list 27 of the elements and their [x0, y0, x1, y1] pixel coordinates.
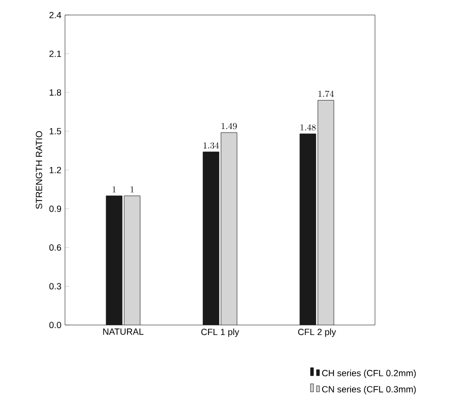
y-tick-label: 2.4	[49, 12, 62, 18]
bar	[202, 152, 220, 325]
legend-label: CH series (CFL 0.2mm)	[322, 370, 416, 378]
bar	[318, 100, 334, 325]
data-label: 1	[130, 186, 134, 192]
data-label: 1 .48	[300, 124, 316, 131]
data-label: 1 .74	[318, 90, 334, 97]
data-label: 1 .49	[222, 122, 237, 130]
bar	[106, 196, 122, 325]
legend-label: CN series (CFL 0.3mm)	[322, 386, 416, 394]
bar	[124, 196, 140, 325]
bar	[300, 134, 316, 325]
x-tick-label: CFL 2 ply	[298, 328, 336, 337]
y-tick-label: 2.1	[49, 50, 62, 57]
x-tick-label: CFL 1 ply	[201, 328, 240, 337]
data-label: 1	[112, 186, 116, 192]
y-axis-title: STRENGTH RATIO	[36, 131, 42, 209]
y-tick-label: 0.0	[49, 322, 62, 328]
y-tick-label: 0.3	[49, 283, 62, 290]
data-label: 1 .34	[204, 142, 219, 149]
y-tick-label: 1.2	[50, 166, 62, 174]
y-tick-label: 0.9	[49, 206, 62, 212]
bar	[220, 132, 238, 325]
y-tick-label: 1.5	[50, 128, 62, 134]
x-tick-label: NATURAL	[103, 328, 144, 335]
y-tick-label: 0.6	[49, 244, 62, 251]
y-tick-label: 1.8	[50, 89, 62, 96]
